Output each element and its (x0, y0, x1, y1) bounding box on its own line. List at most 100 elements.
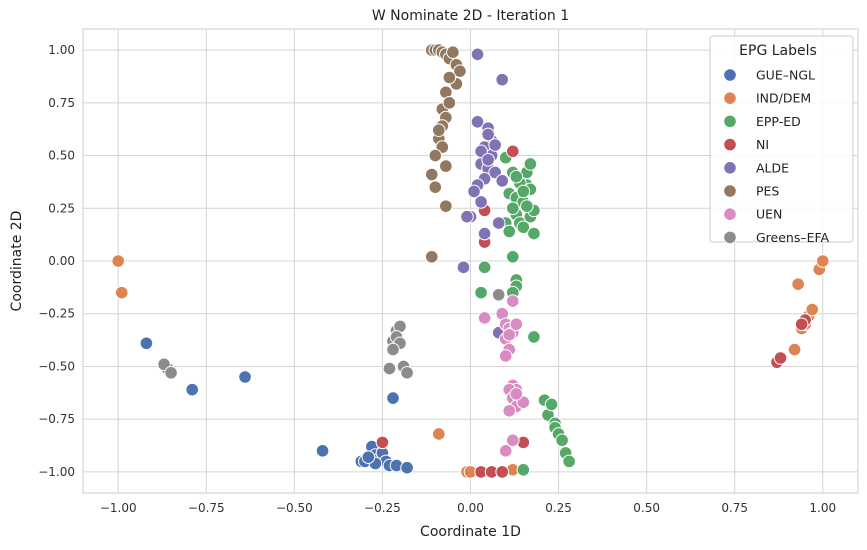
scatter-point (431, 427, 446, 441)
scatter-point (375, 435, 390, 450)
x-tick-label: −0.75 (188, 501, 225, 515)
scatter-point (516, 220, 531, 235)
scatter-point (509, 169, 524, 184)
scatter-point (185, 382, 200, 397)
legend-marker (723, 114, 737, 129)
scatter-point (505, 249, 520, 264)
x-tick-label: 0.75 (721, 501, 748, 515)
x-tick-label: 1.00 (809, 501, 836, 515)
legend-marker (723, 137, 737, 152)
scatter-point (428, 180, 443, 194)
scatter-point (787, 342, 802, 357)
x-tick-label: 0.00 (457, 501, 484, 515)
legend-marker (723, 91, 737, 105)
scatter-point (544, 397, 559, 412)
scatter-point (439, 199, 453, 213)
scatter-point (315, 444, 330, 458)
scatter-point (491, 287, 506, 302)
y-tick-label: −0.50 (38, 359, 75, 373)
scatter-point (502, 224, 517, 239)
scatter-point (467, 184, 481, 199)
legend-label: UEN (756, 207, 782, 222)
legend-box (709, 35, 854, 243)
scatter-point (442, 96, 457, 110)
scatter-point (505, 144, 520, 159)
scatter-point (428, 148, 443, 163)
scatter-point (527, 226, 541, 241)
y-tick-label: −0.75 (38, 412, 75, 426)
scatter-point (491, 216, 506, 230)
scatter-point (481, 127, 495, 142)
x-tick-label: −0.25 (364, 501, 401, 515)
y-tick-label: 0.25 (48, 201, 75, 215)
scatter-point (424, 249, 439, 264)
y-axis-title: Coordinate 2D (9, 211, 25, 312)
scatter-point (495, 174, 510, 188)
scatter-point (502, 403, 517, 418)
scatter-point (470, 47, 485, 62)
y-tick-label: −0.25 (38, 307, 75, 321)
x-tick-label: 0.50 (633, 501, 660, 515)
scatter-point (164, 365, 178, 380)
scatter-point (460, 209, 474, 224)
scatter-point (477, 311, 492, 325)
scatter-point (456, 260, 471, 275)
scatter-point (453, 64, 467, 78)
legend-marker (723, 68, 737, 82)
y-tick-label: −1.00 (38, 465, 75, 479)
scatter-point (474, 195, 488, 209)
scatter-point (382, 361, 397, 376)
x-tick-label: 0.25 (545, 501, 572, 515)
scatter-point (400, 460, 414, 475)
legend-marker (723, 230, 737, 245)
scatter-point (495, 72, 510, 87)
legend: EPG Labels GUE–NGL IND/DEM EPP-ED NI ALDE PES… (709, 35, 854, 245)
scatter-point (114, 285, 129, 300)
scatter-point (523, 157, 538, 171)
scatter-point (815, 254, 830, 268)
scatter-point (516, 463, 531, 477)
legend-label: EPP-ED (756, 114, 801, 129)
scatter-point (527, 330, 541, 344)
scatter-point (505, 294, 520, 308)
scatter-point (520, 199, 534, 213)
x-axis-ticks: −1.00 −0.75 −0.50 −0.25 0.00 0.25 0.50 0.75 1.00 (100, 501, 836, 515)
scatter-point (386, 342, 400, 357)
legend-label: NI (756, 137, 769, 152)
scatter-point (439, 159, 453, 173)
scatter-point (791, 277, 805, 292)
scatter-point (400, 365, 414, 380)
scatter-point (498, 349, 513, 363)
y-axis-ticks: −1.00 −0.75 −0.50 −0.25 0.00 0.25 0.50 0.75 1.00 (38, 43, 75, 479)
scatter-point (794, 317, 809, 332)
legend-marker (723, 207, 737, 221)
legend-label: PES (756, 184, 779, 199)
scatter-point (502, 328, 517, 342)
x-axis-title: Coordinate 1D (420, 524, 521, 540)
x-tick-label: −1.00 (100, 501, 137, 515)
scatter-point (446, 45, 460, 60)
scatter-point (361, 450, 376, 464)
scatter-point (477, 260, 492, 275)
scatter-point (442, 70, 457, 85)
scatter-point (505, 433, 520, 448)
legend-title: EPG Labels (739, 43, 817, 59)
data-points (111, 43, 830, 479)
scatter-point (481, 152, 495, 167)
scatter-point (470, 115, 485, 129)
scatter-point (498, 444, 513, 458)
y-tick-label: 0.50 (48, 149, 75, 163)
legend-label: GUE–NGL (756, 68, 815, 83)
legend-label: Greens–EFA (756, 230, 830, 245)
y-tick-label: 1.00 (48, 43, 75, 57)
chart-title: W Nominate 2D - Iteration 1 (372, 8, 569, 24)
scatter-point (773, 351, 788, 365)
scatter-point (509, 317, 524, 332)
scatter-point (431, 123, 446, 138)
scatter-point (495, 465, 510, 479)
scatter-point (505, 201, 520, 216)
scatter-point (474, 285, 488, 300)
scatter-point (555, 433, 569, 448)
y-tick-label: 0.00 (48, 254, 75, 268)
